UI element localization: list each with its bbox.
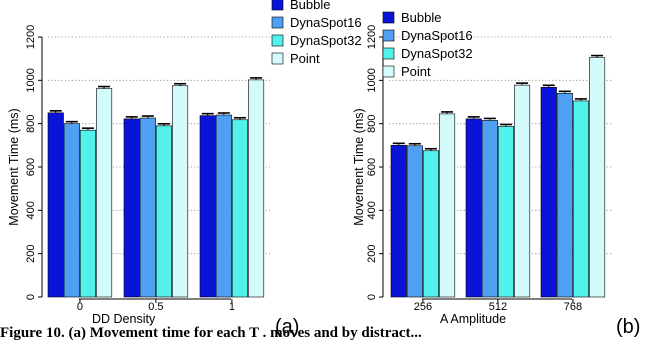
panel-a: 0 200 400 600 800 1000 1200 Movement Time (ms) 0… [7, 0, 362, 338]
legend-label: DynaSpot16 [401, 28, 473, 43]
y-axis-label: Movement Time (ms) [7, 108, 21, 225]
bar [155, 125, 172, 298]
bar [588, 57, 606, 298]
bar [406, 145, 423, 298]
bar [422, 150, 440, 298]
y-tick-label: 400 [366, 201, 378, 219]
legend-label: Bubble [290, 0, 330, 12]
bar [79, 129, 96, 298]
y-tick-label: 1200 [25, 25, 37, 49]
bar [390, 145, 407, 298]
bar [572, 100, 590, 298]
bar [438, 113, 456, 298]
x-tick-label: 1 [229, 301, 235, 313]
y-tick-label: 200 [366, 244, 378, 262]
x-tick-label: 0 [77, 301, 83, 313]
y-tick-label: 0 [366, 294, 378, 300]
panel-label: (b) [616, 316, 640, 338]
legend-label: Point [290, 51, 320, 66]
y-tick-label: 1000 [25, 68, 37, 92]
bar [556, 93, 573, 298]
bar [96, 88, 113, 298]
bar [540, 86, 557, 298]
y-tick-label: 800 [366, 114, 378, 132]
y-tick-label: 0 [25, 294, 37, 300]
figure-caption: Figure 10. (a) Movement time for each T … [0, 325, 422, 341]
y-tick-label: 600 [366, 158, 378, 176]
legend-swatch [382, 65, 395, 78]
legend-label: Bubble [401, 10, 441, 25]
bar [497, 126, 515, 298]
legend-swatch [271, 0, 284, 11]
x-tick-label: 768 [564, 301, 582, 313]
x-tick-label: 0.5 [148, 301, 163, 313]
bar [172, 85, 189, 298]
bar [513, 84, 531, 298]
bar [63, 123, 80, 298]
x-tick-label: 512 [489, 301, 507, 313]
bar [215, 114, 232, 298]
legend-label: Point [401, 64, 431, 79]
y-axis-label: Movement Time (ms) [352, 108, 366, 225]
bar [465, 118, 482, 298]
y-tick-label: 1000 [366, 68, 378, 92]
y-tick-label: 200 [25, 244, 37, 262]
y-tick-label: 1200 [366, 25, 378, 49]
legend-label: DynaSpot32 [401, 46, 473, 61]
y-tick-label: 400 [25, 201, 37, 219]
bar [123, 118, 140, 298]
y-tick-label: 600 [25, 158, 37, 176]
x-axis-label: A Amplitude [440, 312, 506, 326]
legend-swatch [271, 34, 284, 47]
legend-swatch [271, 52, 284, 65]
x-axis-label: DD Density [92, 312, 156, 326]
y-tick-label: 800 [25, 114, 37, 132]
bar [199, 115, 216, 298]
legend-label: DynaSpot16 [290, 15, 362, 30]
bar [47, 112, 64, 298]
legend-swatch [382, 29, 395, 42]
legend-swatch [382, 11, 395, 24]
legend-label: DynaSpot32 [290, 33, 362, 48]
x-tick-label: 256 [414, 301, 432, 313]
legend-swatch [271, 16, 284, 29]
bar [481, 120, 498, 298]
panel-b: 0 200 400 600 800 1000 1200 Movement Time (ms) 2… [352, 10, 640, 338]
bar [231, 119, 248, 298]
bar [248, 79, 265, 298]
panel-label: (a) [275, 316, 299, 338]
legend-swatch [382, 47, 395, 60]
bar [139, 117, 156, 298]
